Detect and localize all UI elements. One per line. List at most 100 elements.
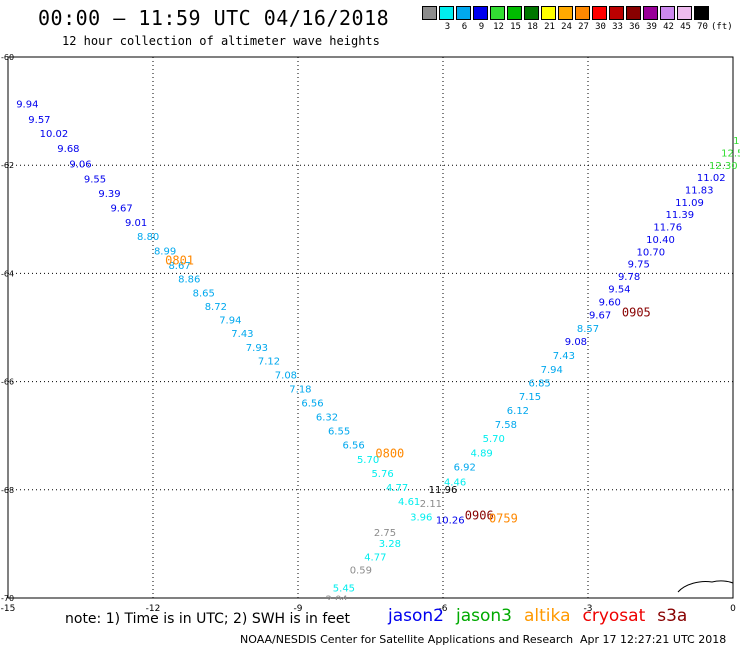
legend-label: 42	[663, 22, 674, 32]
wave-height-value: 0.59	[350, 566, 372, 577]
wave-height-value: 8.86	[178, 275, 200, 286]
map-title: 00:00 – 11:59 UTC 04/16/2018	[38, 6, 390, 30]
legend-swatch	[694, 6, 709, 20]
wave-height-value: 9.68	[57, 144, 79, 155]
wave-height-value: 12.30	[709, 161, 738, 172]
satellite-legend: jason2 jason3 altika cryosat s3a	[388, 606, 699, 626]
wave-height-value: 11.96	[429, 485, 458, 496]
legend-label: (ft)	[711, 22, 733, 32]
satellite-altika: altika	[524, 606, 571, 626]
wave-height-value: 7.94	[541, 365, 563, 376]
x-tick-label: 0	[730, 604, 736, 614]
legend-label: 30	[595, 22, 606, 32]
wave-height-value: 7.15	[519, 392, 541, 403]
x-tick-label: -6	[439, 604, 448, 614]
map-subtitle: 12 hour collection of altimeter wave hei…	[62, 34, 380, 48]
wave-height-value: 8.57	[577, 324, 599, 335]
wave-height-value: 9.78	[618, 272, 640, 283]
wave-height-value: 9.60	[599, 297, 621, 308]
wave-height-value: 7.08	[275, 370, 297, 381]
legend-label: 27	[578, 22, 589, 32]
wave-height-value: 6.55	[328, 427, 350, 438]
wave-height-value: 5.70	[357, 455, 379, 466]
legend-swatch	[677, 6, 692, 20]
wave-height-value: 9.08	[565, 337, 587, 348]
legend-swatch	[609, 6, 624, 20]
legend-label: 6	[461, 22, 468, 32]
wave-height-value: 10.26	[436, 515, 465, 526]
wave-height-value: 9.39	[98, 189, 120, 200]
legend-swatch	[592, 6, 607, 20]
wave-height-value: 7.93	[246, 343, 268, 354]
x-tick-label: -3	[584, 604, 593, 614]
legend-label: 33	[612, 22, 623, 32]
legend-swatch	[660, 6, 675, 20]
wave-height-value: 8.65	[193, 289, 215, 300]
legend-swatch	[524, 6, 539, 20]
wave-height-value: 8.72	[205, 302, 227, 313]
wave-height-value: 11.76	[653, 223, 682, 234]
wave-height-value: 9.57	[28, 115, 50, 126]
wave-height-value: 10.40	[646, 235, 675, 246]
legend-label: 36	[629, 22, 640, 32]
y-tick-label: -64	[1, 269, 14, 278]
wave-height-value: 6.85	[529, 378, 551, 389]
y-tick-label: -60	[1, 53, 14, 62]
x-tick-label: -9	[294, 604, 303, 614]
wave-height-value: 8.99	[154, 246, 176, 257]
wave-height-value: 9.55	[84, 175, 106, 186]
wave-height-value: 10.02	[40, 129, 69, 140]
footer-timestamp: Apr 17 12:27:21 UTC 2018	[580, 633, 727, 646]
x-tick-label: -12	[146, 604, 161, 614]
x-tick-label: -15	[1, 604, 16, 614]
wave-height-value: 9.67	[589, 310, 611, 321]
satellite-s3a: s3a	[657, 606, 688, 626]
y-tick-label: -62	[1, 161, 14, 170]
wave-height-value: 2.11	[420, 499, 442, 510]
legend-swatch	[541, 6, 556, 20]
plot-frame	[7, 56, 734, 599]
wave-height-value: 3.96	[410, 513, 432, 524]
wave-height-value: 7.58	[495, 420, 517, 431]
legend-label: 9	[478, 22, 485, 32]
legend-swatch	[439, 6, 454, 20]
wave-height-value: 4.46	[444, 477, 466, 488]
wave-height-value: 11.02	[697, 173, 726, 184]
legend-swatch	[456, 6, 471, 20]
legend-swatch	[490, 6, 505, 20]
note-text: note: 1) Time is in UTC; 2) SWH is in fe…	[65, 611, 351, 627]
legend-label: 21	[544, 22, 555, 32]
legend-label: 39	[646, 22, 657, 32]
wave-height-value: 4.77	[386, 483, 408, 494]
wave-height-value: 10.70	[637, 248, 666, 259]
legend-swatch	[422, 6, 437, 20]
legend-swatch	[558, 6, 573, 20]
legend-swatch	[626, 6, 641, 20]
pass-time-label: 0800	[375, 446, 404, 460]
wave-height-value: 7.12	[258, 356, 280, 367]
wave-height-value: 2.75	[374, 528, 396, 539]
wave-height-value: 6.56	[301, 398, 323, 409]
legend-label: 18	[527, 22, 538, 32]
wave-height-value: 5.70	[483, 434, 505, 445]
wave-height-value: 4.61	[398, 497, 420, 508]
legend-label: 15	[510, 22, 521, 32]
legend-labels: 3 6 9 12 15 18 21 24 27 30 33 36 39 42 45 70 (ft)	[422, 22, 733, 32]
legend-swatch	[643, 6, 658, 20]
coastline	[677, 580, 734, 593]
legend-label: 45	[680, 22, 691, 32]
wave-height-value: 7.43	[231, 329, 253, 340]
wave-height-value: 7.94	[219, 316, 241, 327]
wave-height-value: 5.76	[371, 469, 393, 480]
satellite-cryosat: cryosat	[582, 606, 646, 626]
wave-height-value: 7.18	[289, 384, 311, 395]
legend-label: 12	[493, 22, 504, 32]
legend-label: 24	[561, 22, 572, 32]
satellite-jason3: jason3	[456, 606, 512, 626]
wave-height-value: 4.89	[471, 448, 493, 459]
wave-height-value: 7.43	[553, 351, 575, 362]
wave-height-value: 9.01	[125, 218, 147, 229]
observations-layer: 9.94 9.57 10.02 9.68 9.06 9.55 9.39 9.67 9.01 8.8…	[16, 99, 740, 600]
wave-height-value: 12.52	[721, 149, 740, 160]
y-tick-label: -68	[1, 486, 14, 495]
